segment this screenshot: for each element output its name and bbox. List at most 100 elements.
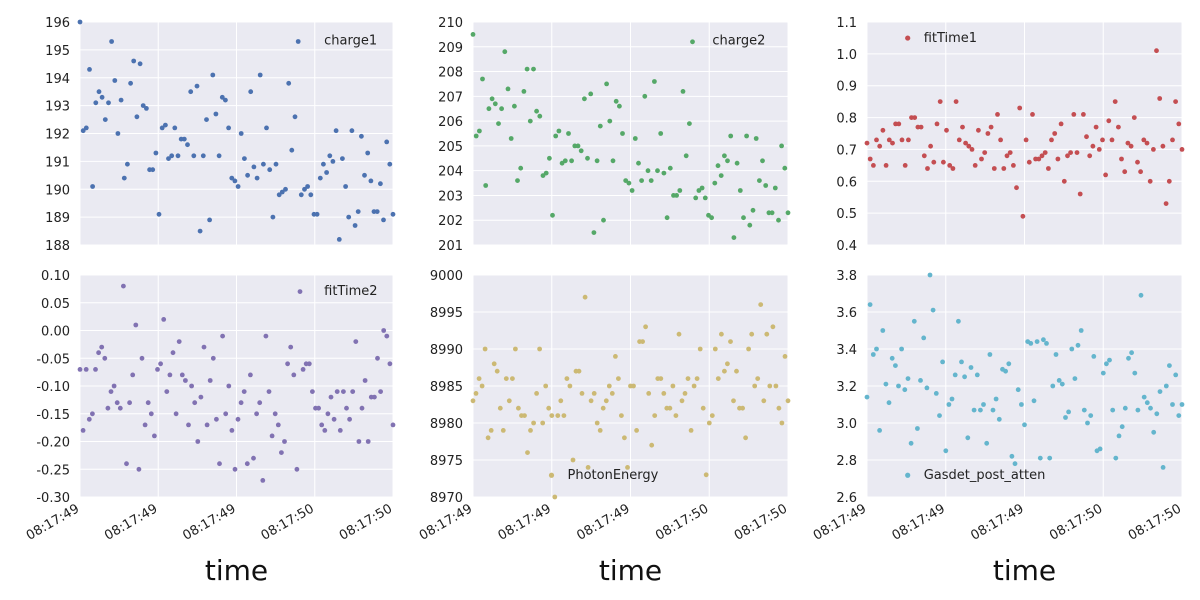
data-point: [235, 184, 241, 189]
data-point: [921, 153, 927, 159]
data-point: [1059, 381, 1065, 387]
data-point: [731, 235, 737, 241]
y-tick-label: 191: [45, 155, 70, 170]
x-tick-label: 08:17:50: [1047, 501, 1105, 543]
data-point: [1015, 387, 1021, 393]
data-point: [709, 215, 714, 221]
data-point: [679, 398, 685, 404]
data-point: [702, 195, 708, 201]
data-point: [327, 153, 333, 159]
data-point: [947, 163, 953, 168]
data-point: [764, 331, 770, 337]
data-point: [1116, 433, 1122, 439]
data-point: [570, 457, 576, 463]
data-point: [1075, 342, 1081, 348]
y-tick-label: 203: [438, 189, 463, 204]
data-point: [906, 137, 911, 143]
data-point: [1113, 455, 1119, 461]
data-point: [543, 383, 549, 389]
data-point: [111, 383, 117, 389]
data-point: [321, 161, 326, 167]
data-point: [148, 411, 154, 417]
data-point: [269, 433, 275, 439]
data-point: [969, 147, 975, 152]
data-point: [1125, 140, 1131, 146]
data-point: [941, 159, 946, 165]
data-point: [241, 389, 247, 394]
data-point: [1023, 137, 1029, 143]
x-tick-label: 08:17:50: [337, 501, 395, 543]
data-point: [1176, 413, 1182, 418]
data-point: [537, 113, 543, 119]
data-point: [988, 124, 994, 130]
y-tick-label: 196: [45, 16, 70, 31]
data-point: [661, 170, 667, 176]
data-point: [971, 407, 977, 413]
data-point: [176, 339, 182, 344]
y-tick-label: 0.10: [41, 269, 70, 284]
data-point: [1087, 153, 1093, 159]
y-tick-label: 8985: [430, 380, 463, 395]
data-point: [905, 376, 911, 381]
y-tick-label: 3.6: [836, 306, 857, 321]
data-point: [779, 420, 785, 426]
data-point: [753, 136, 759, 141]
y-tick-label: 2.6: [836, 491, 857, 506]
data-point: [195, 439, 201, 444]
x-axis-label: time: [599, 554, 662, 587]
data-point: [597, 123, 603, 129]
data-point: [952, 372, 958, 378]
data-point: [648, 178, 654, 184]
data-point: [734, 160, 740, 166]
data-point: [761, 398, 767, 404]
data-point: [1167, 363, 1172, 368]
y-tick-label: 206: [438, 115, 463, 130]
data-point: [566, 131, 571, 136]
x-axis-label: time: [993, 554, 1056, 587]
x-tick-label: 08:17:49: [102, 501, 160, 543]
y-tick-label: 201: [438, 239, 463, 254]
data-point: [172, 125, 178, 131]
data-point: [1055, 156, 1061, 162]
data-point: [1135, 407, 1141, 413]
data-point: [613, 98, 619, 104]
data-point: [1093, 124, 1099, 130]
data-point: [642, 93, 648, 99]
data-point: [1109, 137, 1115, 143]
data-point: [918, 124, 924, 130]
data-point: [510, 376, 515, 381]
data-point: [658, 376, 664, 381]
data-point: [968, 365, 974, 370]
y-tick-label: -0.10: [36, 380, 70, 395]
data-point: [620, 131, 625, 136]
y-tick-label: 0.6: [836, 175, 857, 190]
data-point: [629, 188, 635, 193]
data-point: [153, 150, 159, 156]
data-point: [728, 133, 734, 139]
data-point: [782, 165, 788, 171]
data-point: [703, 472, 709, 478]
data-point: [763, 183, 769, 188]
data-point: [1100, 370, 1106, 376]
data-point: [198, 394, 204, 400]
data-point: [1042, 150, 1048, 156]
legend-marker: [905, 35, 911, 41]
data-point: [1034, 339, 1040, 344]
data-point: [200, 153, 206, 159]
data-point: [179, 372, 185, 378]
data-point: [275, 422, 281, 428]
data-point: [1163, 201, 1169, 207]
data-point: [219, 94, 225, 100]
data-point: [314, 211, 320, 217]
data-point: [889, 355, 895, 361]
y-tick-label: 208: [438, 66, 463, 81]
x-axis-label: time: [205, 554, 268, 587]
data-point: [346, 214, 352, 220]
y-tick-label: -0.20: [36, 436, 70, 451]
data-point: [270, 214, 276, 220]
y-tick-label: 3.8: [836, 269, 857, 284]
data-point: [673, 413, 679, 418]
data-point: [96, 350, 101, 356]
data-point: [115, 131, 121, 136]
legend: fitTime2: [324, 284, 377, 299]
